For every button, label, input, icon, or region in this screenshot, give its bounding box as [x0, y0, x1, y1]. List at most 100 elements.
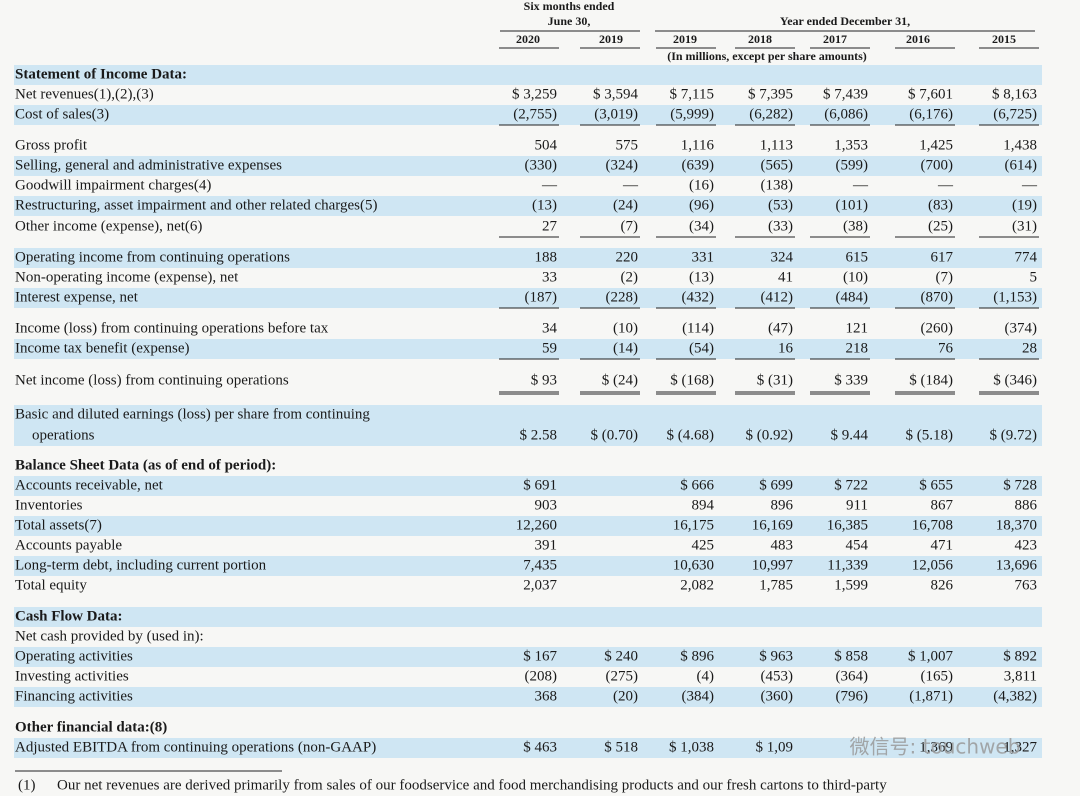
- cell: $ 1,038: [669, 739, 714, 755]
- cell: $ 1,09: [756, 739, 794, 755]
- cell: $ 3,594: [593, 86, 639, 102]
- row-label: Financing activities: [15, 688, 133, 704]
- cell: (6,176): [909, 106, 953, 122]
- cell: (6,086): [824, 106, 868, 122]
- cell: (14): [613, 340, 638, 356]
- row-label: Restructuring, asset impairment and othe…: [15, 197, 378, 213]
- cell: (13): [532, 197, 557, 213]
- cell: 324: [771, 249, 794, 265]
- row-band: [14, 476, 1042, 496]
- cell: 10,997: [752, 557, 794, 573]
- row-label: Long-term debt, including current portio…: [15, 557, 267, 573]
- row-label: Accounts payable: [15, 537, 122, 553]
- row-label: Total equity: [15, 577, 87, 593]
- cell: (3,019): [594, 106, 638, 122]
- cell: (20): [613, 688, 638, 704]
- cell: —: [541, 177, 558, 193]
- cell: 11,339: [827, 557, 868, 573]
- cell: 16,175: [673, 517, 714, 533]
- year-header: 2019: [599, 32, 623, 46]
- cell: (138): [761, 177, 794, 193]
- cell: $ 691: [523, 477, 557, 493]
- cell: $ 699: [759, 477, 793, 493]
- row-band: [14, 65, 1042, 85]
- cell: 903: [535, 497, 558, 513]
- header-units: (In millions, except per share amounts): [667, 49, 867, 63]
- cell: 218: [846, 340, 869, 356]
- cell: (432): [682, 289, 715, 305]
- cell: $ 339: [834, 372, 868, 388]
- row-band: [14, 516, 1042, 536]
- cell: (47): [768, 320, 793, 336]
- cell: 27: [542, 218, 558, 234]
- cell: $ 1,007: [908, 648, 954, 664]
- cell: (101): [836, 197, 869, 213]
- row-label: Interest expense, net: [15, 289, 139, 305]
- cell: $ 3,259: [512, 86, 557, 102]
- cell: 1,353: [834, 137, 868, 153]
- cell: (83): [928, 197, 953, 213]
- cell: 1,369: [919, 739, 953, 755]
- cell: (4): [697, 668, 715, 684]
- row-label: Other income (expense), net(6): [15, 218, 202, 234]
- cell: 13,696: [996, 557, 1038, 573]
- cell: 423: [1015, 537, 1038, 553]
- cell: (360): [761, 688, 794, 704]
- cell: (54): [689, 340, 714, 356]
- cell: $ 963: [759, 648, 793, 664]
- cell: $ 93: [531, 372, 557, 388]
- cell: 16,385: [827, 517, 868, 533]
- row-band: [14, 405, 1042, 446]
- row-band: [14, 196, 1042, 216]
- row-label: Net income (loss) from continuing operat…: [15, 372, 289, 388]
- year-header: 2016: [906, 32, 930, 46]
- cell: 1,785: [759, 577, 793, 593]
- year-header: 2015: [992, 32, 1016, 46]
- cell: (165): [921, 668, 954, 684]
- row-label: operations: [32, 427, 95, 443]
- cell: (330): [525, 157, 558, 173]
- cell: —: [622, 177, 639, 193]
- cell: $ 463: [523, 739, 557, 755]
- cell: 391: [535, 537, 558, 553]
- cell: —: [1021, 177, 1038, 193]
- cell: (484): [836, 289, 869, 305]
- cell: 454: [846, 537, 869, 553]
- cell: (208): [525, 668, 558, 684]
- cell: $ (9.72): [990, 427, 1038, 443]
- cell: $ (4.68): [667, 427, 715, 443]
- cell: $ 896: [680, 648, 714, 664]
- row-label: Operating activities: [15, 648, 133, 664]
- cell: 575: [616, 137, 639, 153]
- cell: 2,082: [680, 577, 714, 593]
- row-label: Accounts receivable, net: [15, 477, 164, 493]
- cell: (96): [689, 197, 714, 213]
- cell: (25): [928, 218, 953, 234]
- cell: —: [937, 177, 954, 193]
- cell: 615: [846, 249, 869, 265]
- section-heading: Other financial data:(8): [15, 719, 167, 735]
- header-year-ended: Year ended December 31,: [780, 14, 910, 28]
- cell: (2,755): [513, 106, 557, 122]
- cell: $ 655: [919, 477, 953, 493]
- row-label: Net revenues(1),(2),(3): [15, 86, 154, 102]
- row-band: [14, 687, 1042, 707]
- cell: (1,153): [993, 289, 1037, 305]
- cell: (114): [682, 320, 714, 336]
- cell: (10): [843, 269, 868, 285]
- row-band: [14, 607, 1042, 627]
- row-label: Adjusted EBITDA from continuing operatio…: [15, 739, 376, 755]
- cell: (324): [606, 157, 639, 173]
- cell: $ (5.18): [906, 427, 954, 443]
- cell: $ 666: [680, 477, 714, 493]
- row-label: Cost of sales(3): [15, 106, 109, 122]
- cell: $ 167: [523, 648, 557, 664]
- cell: 12,260: [516, 517, 557, 533]
- cell: (2): [621, 269, 639, 285]
- cell: —: [852, 177, 869, 193]
- row-label: Total assets(7): [15, 517, 102, 533]
- cell: (374): [1005, 320, 1038, 336]
- cell: 894: [692, 497, 715, 513]
- cell: 867: [931, 497, 954, 513]
